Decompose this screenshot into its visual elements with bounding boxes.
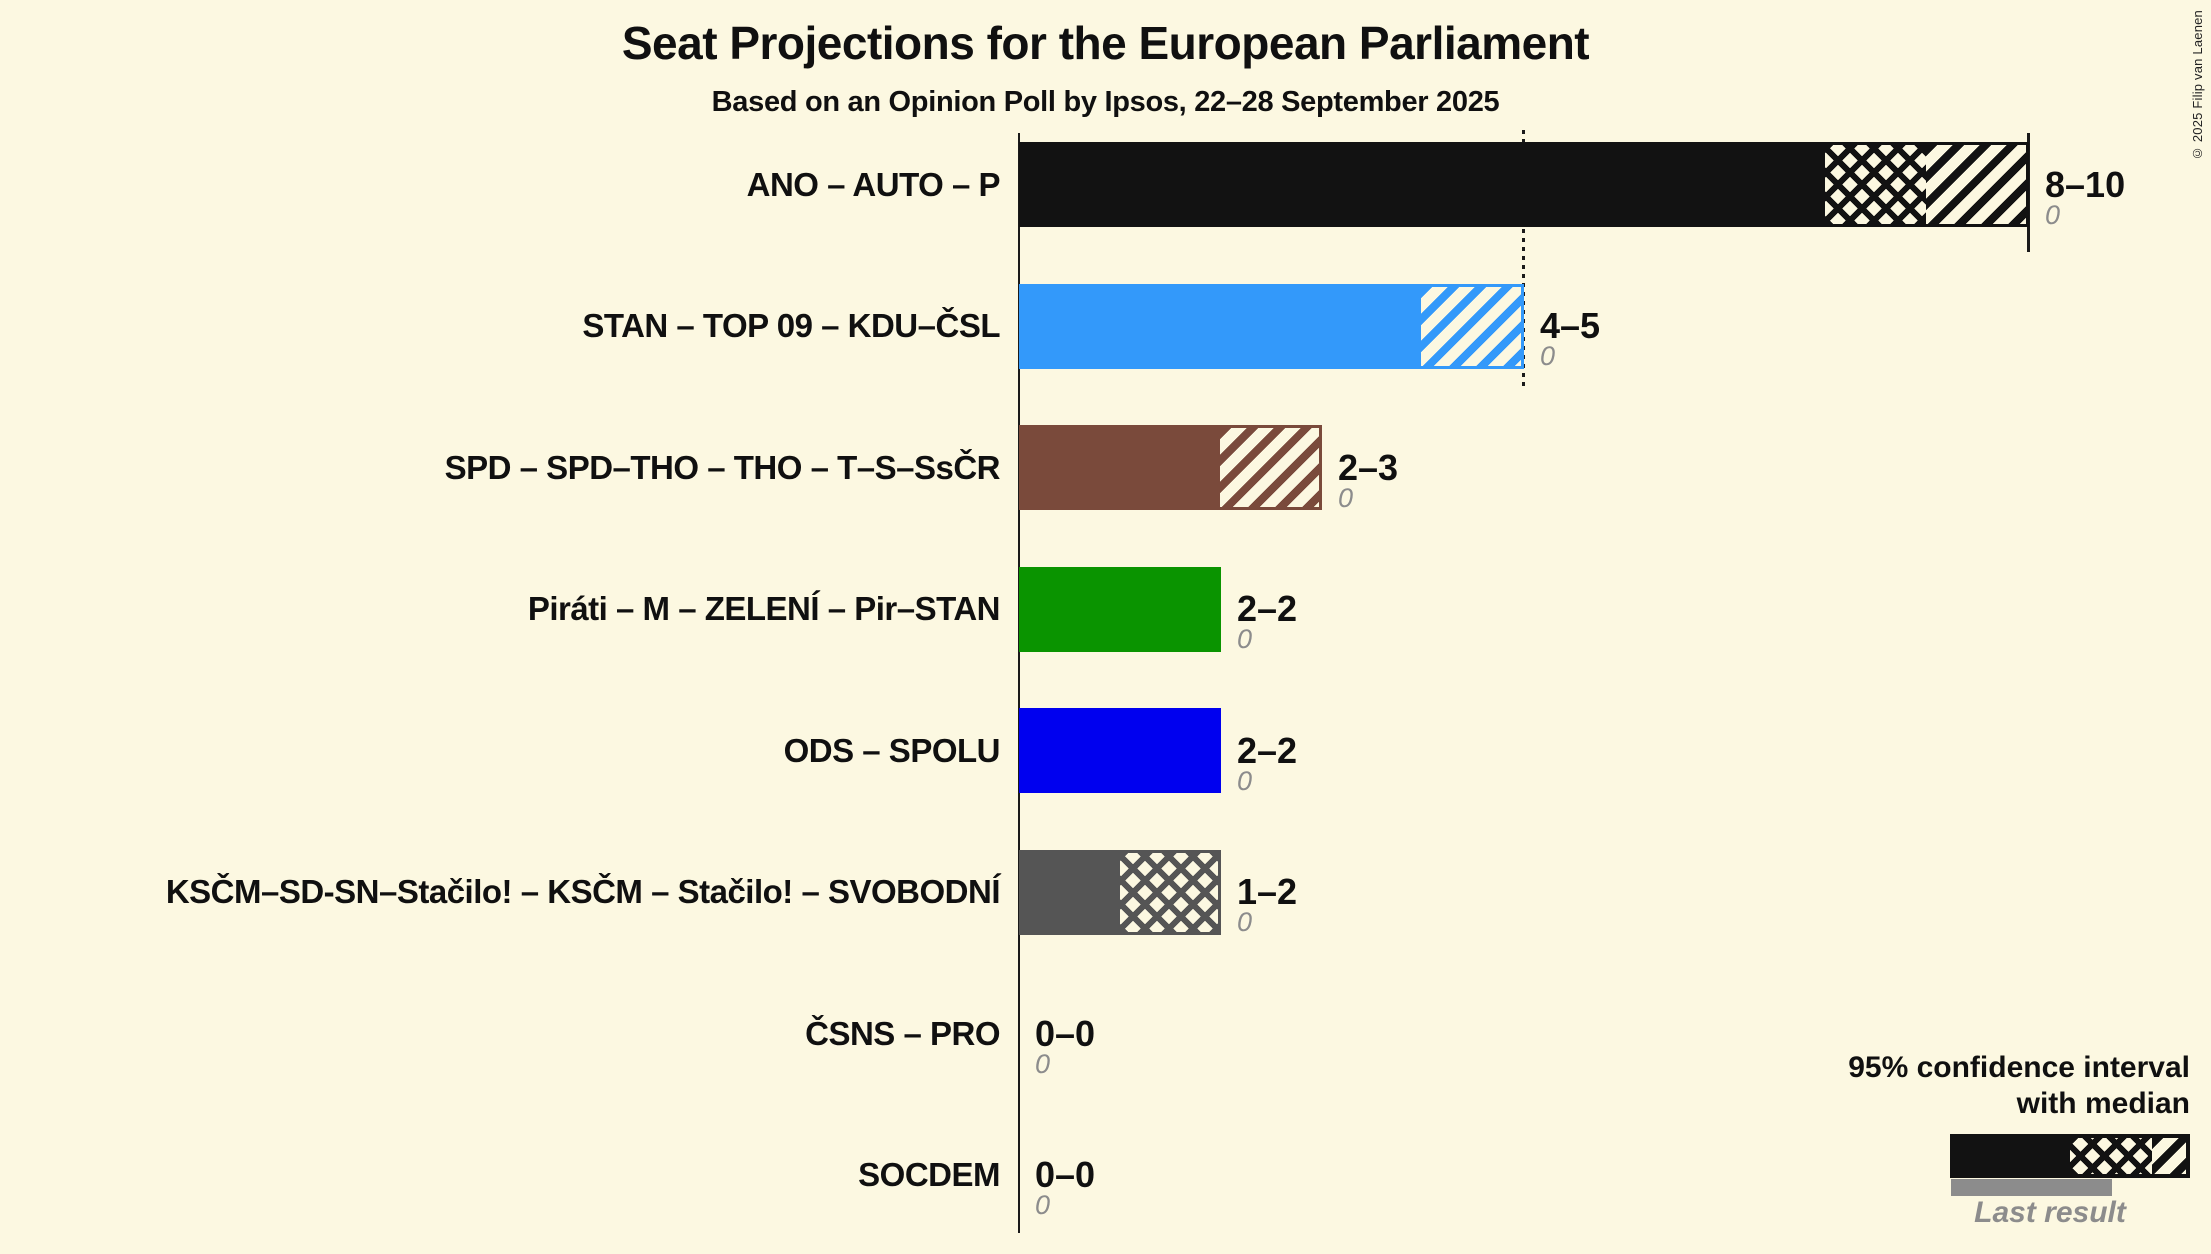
bar-diagonal-segment [1220, 428, 1319, 507]
legend-ci-line2: with median [2016, 1087, 2190, 1120]
confidence-interval-bar [1019, 142, 2029, 227]
bar-solid-segment [1022, 286, 1422, 366]
bar-solid-segment [1022, 569, 1218, 649]
seat-range-value: 2–3 [1338, 446, 1399, 488]
legend-crosshatch-segment [2070, 1138, 2153, 1174]
confidence-interval-bar [1019, 849, 1221, 935]
bar-solid-segment [1022, 145, 1826, 224]
legend-solid-segment [1954, 1138, 2070, 1174]
party-label: ANO – AUTO – P [746, 165, 1001, 203]
bar-solid-segment [1022, 428, 1220, 507]
legend-diagonal-segment [2152, 1138, 2186, 1174]
bar-diagonal-segment [1421, 286, 1521, 366]
chart-title: Seat Projections for the European Parlia… [621, 17, 1590, 69]
last-result-value: 0 [1237, 624, 1253, 654]
seat-range-value: 1–2 [1237, 871, 1298, 912]
chart-subtitle: Based on an Opinion Poll by Ipsos, 22–28… [711, 86, 1500, 118]
bar-diagonal-segment [1925, 145, 2026, 224]
legend-ci-sample-bar [1950, 1134, 2190, 1178]
confidence-interval-bar [1019, 425, 1322, 510]
party-label: ČSNS – PRO [805, 1014, 1000, 1052]
seat-range-value: 2–2 [1237, 729, 1298, 771]
y-axis-line [1018, 133, 1020, 1233]
dotted-guide-line [1522, 130, 1525, 390]
last-result-value: 0 [1035, 1048, 1051, 1079]
party-label: SPD – SPD–THO – THO – T–S–SsČR [444, 448, 1001, 486]
party-label: KSČM–SD-SN–Stačilo! – KSČM – Stačilo! – … [165, 873, 1001, 910]
last-result-value: 0 [2045, 199, 2061, 230]
bar-solid-segment [1022, 852, 1120, 932]
confidence-interval-bar [1019, 708, 1221, 793]
party-label: SOCDEM [858, 1156, 1000, 1193]
last-result-value: 0 [1237, 907, 1253, 937]
party-label: STAN – TOP 09 – KDU–ČSL [582, 307, 1000, 344]
legend-ci-line1: 95% confidence interval [1848, 1051, 2190, 1084]
last-result-value: 0 [1237, 765, 1253, 796]
seat-range-value: 0–0 [1035, 1012, 1096, 1054]
bar-crosshatch-segment [1120, 852, 1218, 932]
last-result-value: 0 [1338, 482, 1354, 513]
last-result-value: 0 [1540, 341, 1556, 371]
legend-ci-label: 95% confidence interval with median [1848, 1050, 2190, 1122]
party-label: ODS – SPOLU [783, 731, 1001, 769]
bar-crosshatch-segment [1825, 145, 1926, 224]
legend-last-result-label: Last result [1974, 1196, 2126, 1229]
confidence-interval-bar [1019, 566, 1221, 652]
seat-range-value: 2–2 [1237, 588, 1298, 629]
copyright-notice: © 2025 Filip van Laenen [2190, 10, 2205, 162]
last-result-value: 0 [1035, 1190, 1051, 1220]
seat-range-value: 0–0 [1035, 1154, 1096, 1195]
party-label: Piráti – M – ZELENÍ – Pir–STAN [527, 590, 1001, 627]
confidence-interval-bar [1019, 283, 1524, 369]
seat-range-value: 8–10 [2045, 163, 2126, 205]
bar-solid-segment [1022, 711, 1218, 790]
seat-range-value: 4–5 [1540, 305, 1601, 346]
legend-last-result-bar [1951, 1179, 2112, 1196]
